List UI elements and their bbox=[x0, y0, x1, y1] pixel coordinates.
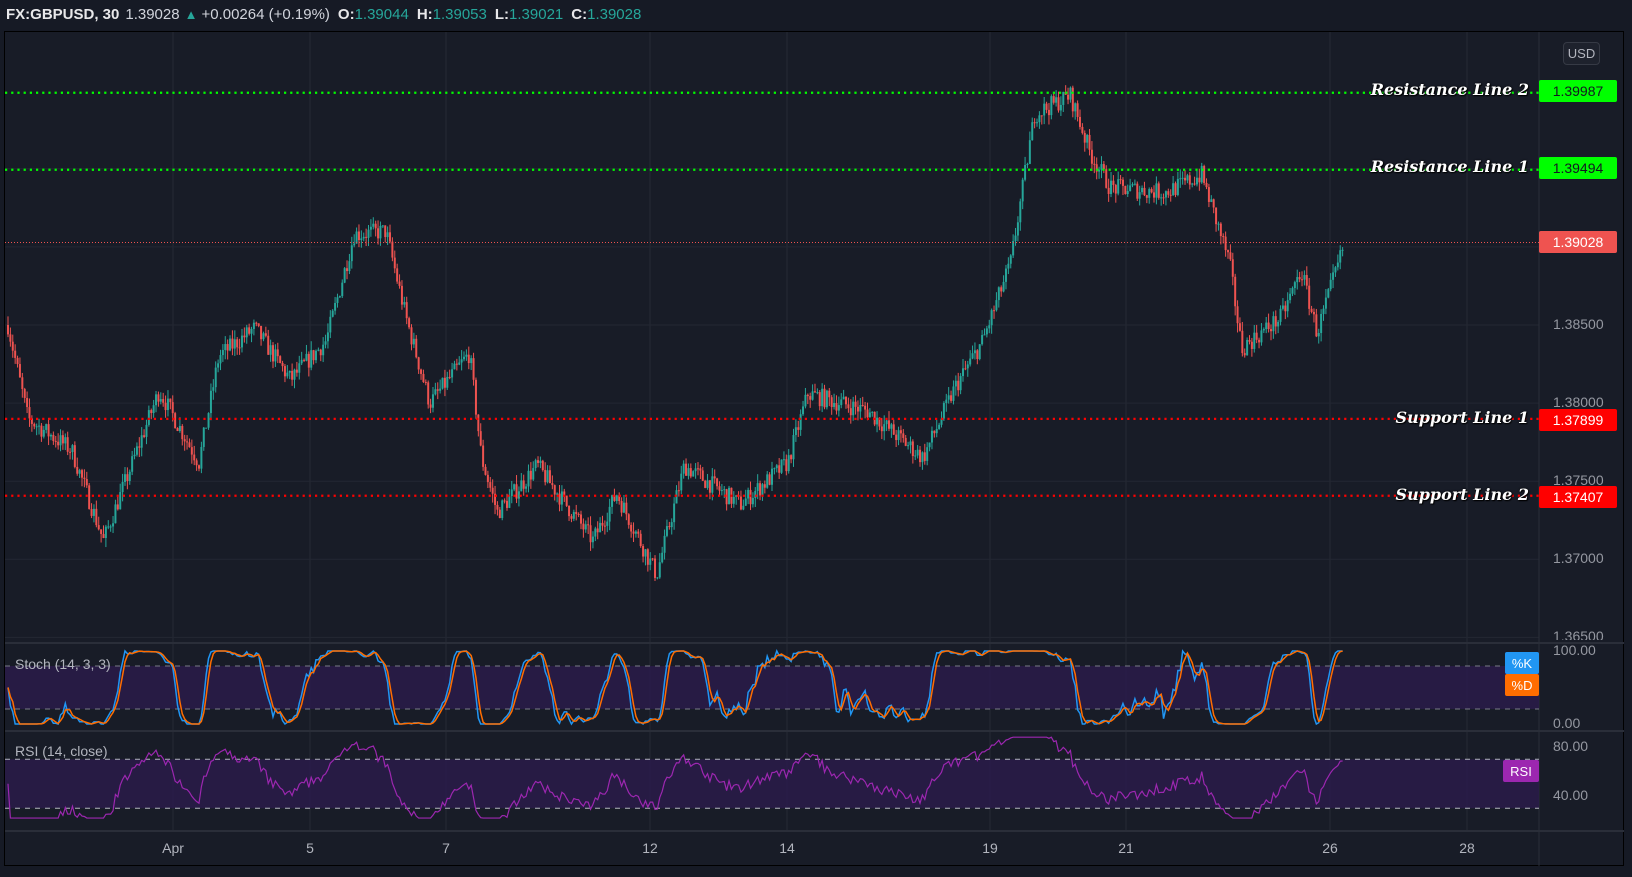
stoch-axis-0: 0.00 bbox=[1553, 715, 1581, 731]
symbol-header: FX:GBPUSD, 30 1.39028 ▲ +0.00264 (+0.19%… bbox=[6, 3, 649, 25]
close-label: C: bbox=[571, 5, 588, 23]
rsi-title[interactable]: RSI (14, close) bbox=[15, 743, 108, 759]
open-label: O: bbox=[337, 5, 355, 23]
stoch-k-badge: %K bbox=[1505, 652, 1539, 674]
low-label: L: bbox=[494, 5, 510, 23]
stoch-axis-100: 100.00 bbox=[1553, 642, 1596, 658]
rsi-badge: RSI bbox=[1503, 760, 1539, 782]
resistance-2-price-label: 1.39987 bbox=[1539, 80, 1617, 102]
price-tick: 1.36500 bbox=[1553, 628, 1604, 640]
x-label: 26 bbox=[1322, 840, 1338, 856]
x-label: 28 bbox=[1459, 840, 1475, 856]
current-price-label: 1.39028 bbox=[1539, 231, 1617, 253]
resistance-line-1-label: Resistance Line 1 bbox=[1370, 157, 1529, 176]
x-label: 21 bbox=[1118, 840, 1134, 856]
x-label: 7 bbox=[442, 840, 450, 856]
price-tick: 1.37000 bbox=[1553, 550, 1604, 566]
stoch-d-badge: %D bbox=[1505, 674, 1539, 696]
price-tick: 1.37500 bbox=[1553, 472, 1604, 488]
stoch-title[interactable]: Stoch (14, 3, 3) bbox=[15, 656, 111, 672]
x-label: 19 bbox=[982, 840, 998, 856]
resistance-1-price-label: 1.39494 bbox=[1539, 157, 1617, 179]
chart-frame bbox=[4, 31, 1624, 866]
x-label: 14 bbox=[779, 840, 795, 856]
resistance-line-2-label: Resistance Line 2 bbox=[1370, 80, 1529, 99]
high-value: 1.39053 bbox=[432, 5, 487, 23]
open-value: 1.39044 bbox=[354, 5, 409, 23]
rsi-axis-80: 80.00 bbox=[1553, 738, 1589, 754]
support-2-price-label: 1.37407 bbox=[1539, 486, 1617, 508]
symbol-title[interactable]: FX:GBPUSD, 30 bbox=[6, 5, 120, 23]
low-value: 1.39021 bbox=[509, 5, 564, 23]
price-tick: 1.38000 bbox=[1553, 394, 1604, 410]
x-label: Apr bbox=[162, 840, 184, 856]
support-line-1-label: Support Line 1 bbox=[1395, 408, 1529, 427]
close-value: 1.39028 bbox=[587, 5, 642, 23]
up-triangle-icon: ▲ bbox=[184, 6, 198, 22]
x-label: 12 bbox=[642, 840, 658, 856]
support-1-price-label: 1.37899 bbox=[1539, 409, 1617, 431]
support-line-2-label: Support Line 2 bbox=[1395, 485, 1529, 504]
price-tick: 1.38500 bbox=[1553, 316, 1604, 332]
high-label: H: bbox=[416, 5, 433, 23]
price-change: +0.00264 (+0.19%) bbox=[201, 5, 330, 23]
x-label: 5 bbox=[306, 840, 314, 856]
rsi-axis-40: 40.00 bbox=[1553, 787, 1589, 803]
currency-button[interactable]: USD bbox=[1563, 42, 1600, 65]
last-price: 1.39028 bbox=[125, 5, 180, 23]
